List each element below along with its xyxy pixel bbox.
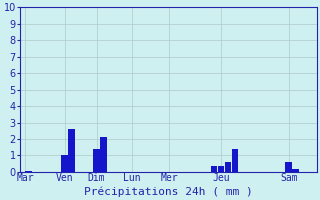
Bar bbox=[225, 162, 231, 172]
Bar bbox=[93, 149, 100, 172]
Bar bbox=[25, 171, 31, 172]
Bar bbox=[232, 149, 238, 172]
Bar bbox=[285, 162, 292, 172]
Bar bbox=[218, 166, 224, 172]
Bar bbox=[292, 169, 299, 172]
Bar bbox=[100, 137, 107, 172]
Bar bbox=[68, 129, 75, 172]
Bar bbox=[61, 155, 68, 172]
Bar bbox=[211, 166, 217, 172]
X-axis label: Précipitations 24h ( mm ): Précipitations 24h ( mm ) bbox=[84, 186, 252, 197]
